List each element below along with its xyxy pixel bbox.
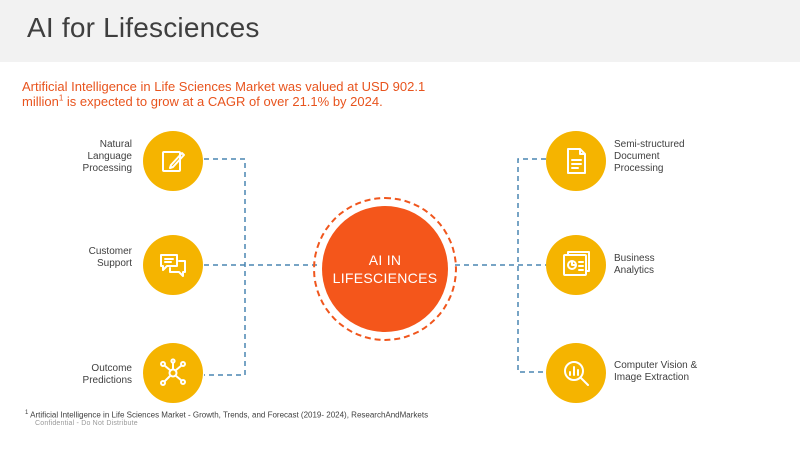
label-business-analytics: Business Analytics: [614, 253, 655, 276]
footnote-text: Artificial Intelligence in Life Sciences…: [28, 410, 429, 420]
network-nodes-icon: [160, 358, 186, 386]
node-semi-structured-document-processing: [546, 131, 606, 191]
magnifier-chart-icon: [564, 361, 589, 386]
right-connector-bracket: [517, 158, 546, 373]
center-dashed-ring: [313, 197, 457, 341]
confidential-notice: Confidential - Do Not Distribute: [35, 420, 138, 427]
node-natural-language-processing: [143, 131, 203, 191]
document-icon: [567, 148, 586, 174]
center-line-1: AI IN: [368, 252, 402, 268]
label-computer-vision-image-extraction: Computer Vision & Image Extraction: [614, 360, 698, 383]
footnote-marker: 1: [25, 410, 29, 416]
header-bar: AI for Lifesciences: [0, 0, 800, 62]
intro-text: Artificial Intelligence in Life Sciences…: [22, 79, 462, 109]
intro-footnote-marker: 1: [58, 93, 64, 103]
left-connector-bracket: [204, 158, 246, 376]
intro-text-part-b: is expected to grow at a CAGR of over 21…: [63, 94, 383, 109]
footnote: 1 Artificial Intelligence in Life Scienc…: [25, 410, 428, 420]
intro-text-part-a: Artificial Intelligence in Life Sciences…: [22, 79, 426, 109]
analytics-report-icon: [563, 251, 590, 276]
node-customer-support: [143, 235, 203, 295]
chat-bubbles-icon: [160, 254, 186, 277]
node-computer-vision-image-extraction: [546, 343, 606, 403]
label-outcome-predictions: Outcome Predictions: [82, 363, 132, 386]
page-title: AI for Lifesciences: [27, 12, 260, 43]
center-hub: AI IN LIFESCIENCES: [322, 206, 448, 332]
label-customer-support: Customer Support: [88, 246, 132, 269]
node-business-analytics: [546, 235, 606, 295]
pencil-note-icon: [162, 151, 185, 172]
node-outcome-predictions: [143, 343, 203, 403]
center-line-2: LIFESCIENCES: [332, 270, 438, 286]
label-semi-structured-document-processing: Semi-structured Document Processing: [614, 139, 685, 174]
label-natural-language-processing: Natural Language Processing: [82, 139, 132, 174]
